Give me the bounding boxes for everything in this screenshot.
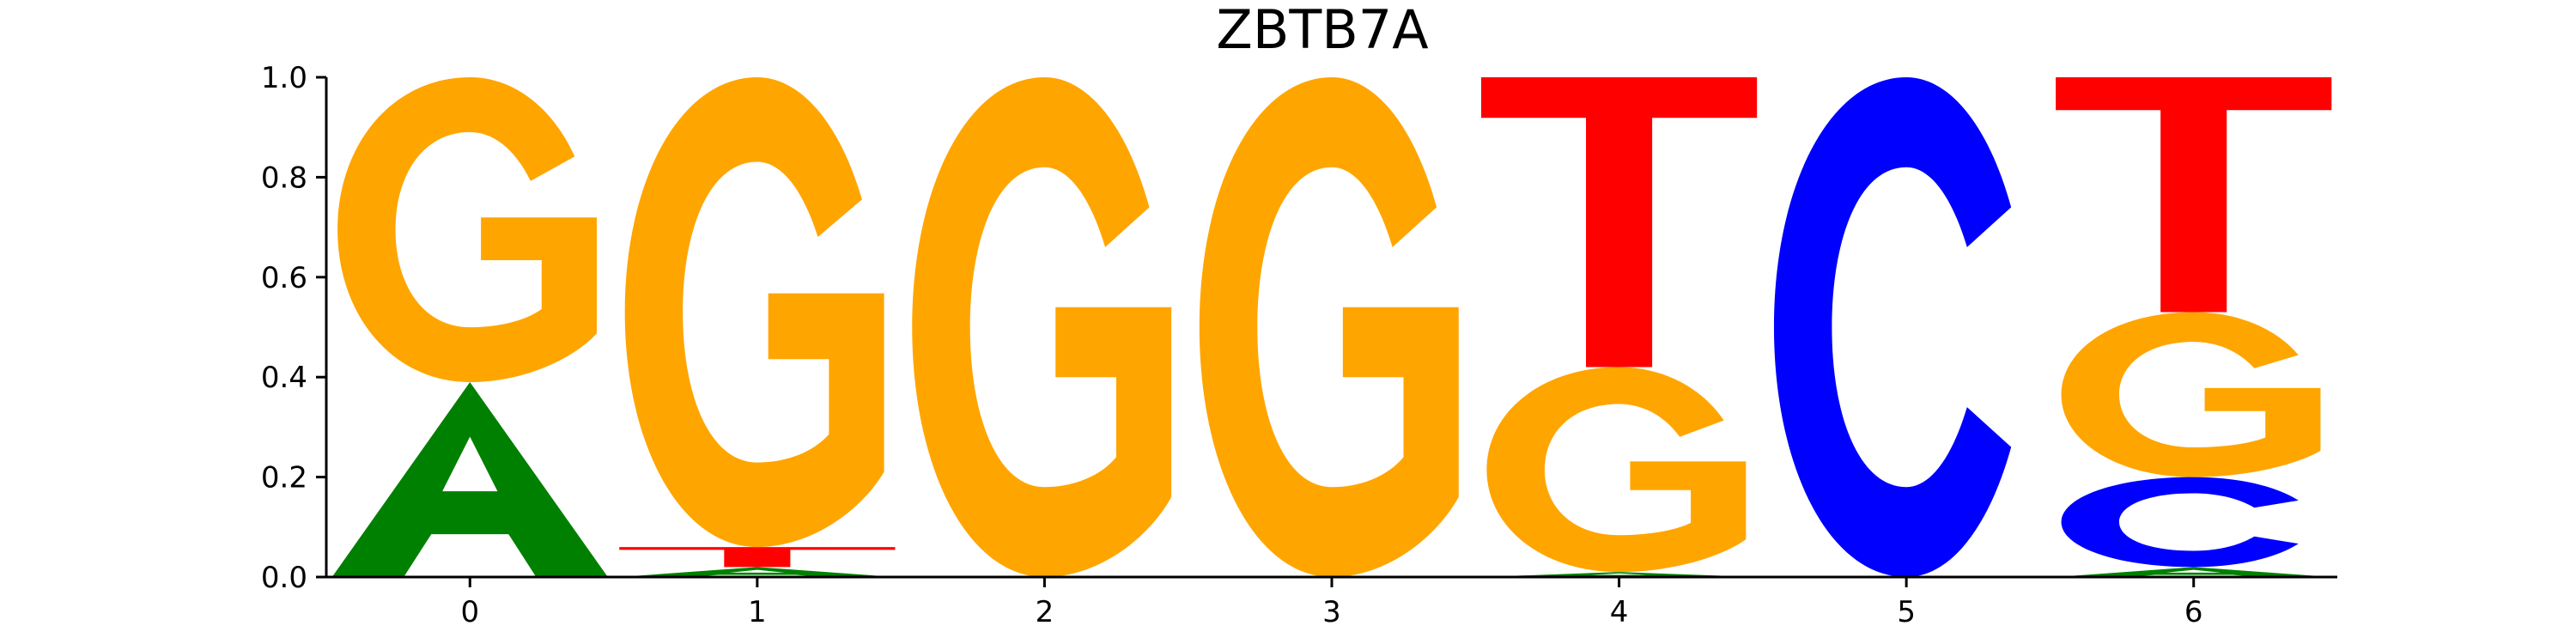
logo-letter-G-pos-4 [1486,367,1747,573]
logo-letter-C-pos-6 [2061,477,2299,568]
logo-letter-C-pos-5 [1773,77,2012,577]
logo-letter-A-pos-6 [2056,567,2332,577]
x-tick-label: 5 [1897,595,1916,629]
x-tick-label: 3 [1322,595,1341,629]
x-tick-label: 4 [1610,595,1629,629]
logo-letter-G-pos-3 [1199,77,1459,577]
y-tick-label: 0.8 [261,161,307,195]
logo-letter-G-pos-6 [2061,312,2321,477]
logo-letter-G-pos-0 [337,77,598,383]
chart-title: ZBTB7A [1216,0,1428,61]
x-tick-label: 6 [2184,595,2203,629]
logo-letter-T-pos-6 [2056,77,2332,313]
logo-letter-G-pos-1 [624,77,884,548]
y-tick-label: 1.0 [261,61,307,95]
logo-letters [331,77,2332,577]
y-tick-label: 0.6 [261,261,307,295]
logo-letter-G-pos-2 [912,77,1172,577]
chart-axes: 0.0 0.2 0.4 0.6 0.8 1.0 0 1 2 3 4 5 6 [261,61,2337,629]
x-tick-label: 0 [460,595,479,629]
y-tick-label: 0.2 [261,461,307,495]
y-tick-label: 0.0 [261,561,307,595]
logo-letter-A-pos-0 [331,382,608,577]
y-tick-label: 0.4 [261,361,307,395]
logo-letter-T-pos-1 [619,547,896,568]
logo-letter-T-pos-4 [1480,77,1758,368]
logo-letter-A-pos-1 [619,567,896,577]
x-tick-label: 1 [748,595,767,629]
x-tick-label: 2 [1036,595,1054,629]
